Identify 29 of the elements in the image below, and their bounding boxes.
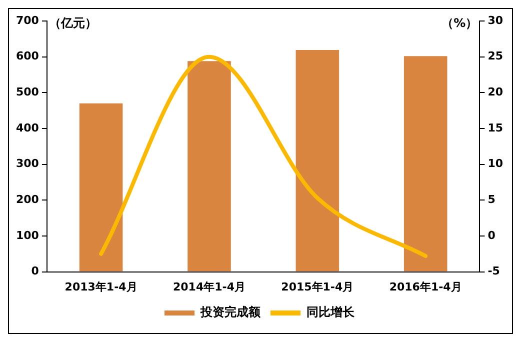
y2-tick-label: 30 xyxy=(488,14,504,27)
y2-tick-label: 5 xyxy=(488,193,496,206)
y-tick-label: 600 xyxy=(16,50,40,63)
y2-tick-label: -5 xyxy=(488,264,500,278)
y2-tick-label: 0 xyxy=(488,228,496,242)
bar xyxy=(296,50,340,272)
y-tick-label: 700 xyxy=(16,14,40,27)
y-tick-label: 300 xyxy=(16,157,40,170)
x-tick-label: 2013年1-4月 xyxy=(64,280,138,294)
y2-tick-label: 10 xyxy=(488,157,504,170)
y-axis-title: （亿元） xyxy=(48,16,97,30)
y2-tick-label: 15 xyxy=(488,121,504,134)
bar xyxy=(188,61,231,272)
legend-label: 同比增长 xyxy=(306,305,356,320)
y-tick-label: 200 xyxy=(16,193,40,206)
y2-axis-title: （%） xyxy=(442,16,478,30)
bar xyxy=(404,56,448,272)
bar xyxy=(79,103,123,272)
y2-tick-label: 20 xyxy=(488,86,504,99)
y-tick-label: 500 xyxy=(16,86,40,99)
y-tick-label: 0 xyxy=(31,264,40,278)
y2-tick-label: 25 xyxy=(488,50,504,63)
y-tick-label: 100 xyxy=(16,228,40,242)
y-tick-label: 400 xyxy=(16,121,40,134)
x-tick-label: 2015年1-4月 xyxy=(281,280,354,294)
legend-label: 投资完成额 xyxy=(200,305,262,320)
line-series xyxy=(99,54,428,258)
x-tick-label: 2014年1-4月 xyxy=(172,280,246,294)
x-tick-label: 2016年1-4月 xyxy=(389,280,462,294)
